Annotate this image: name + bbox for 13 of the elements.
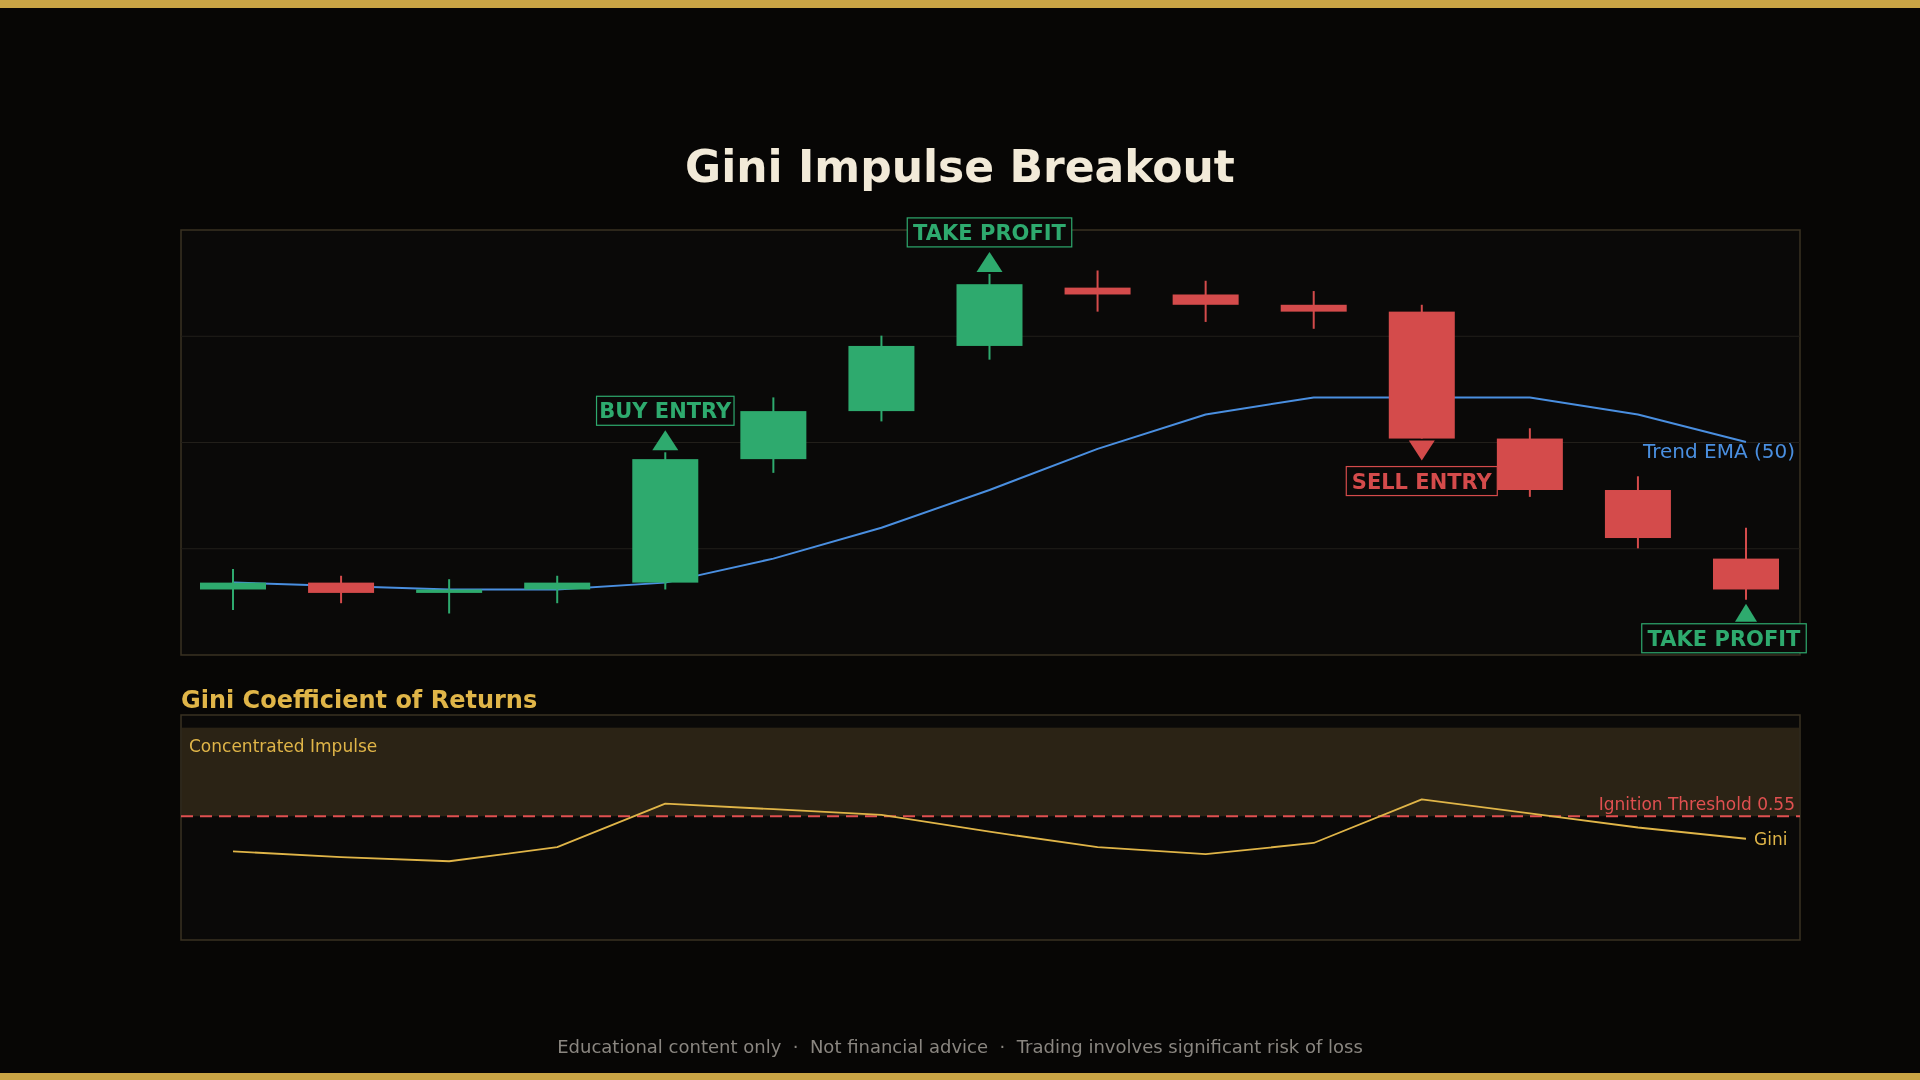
text: Educational content only · Not financial advice · Trading involves significant risk of loss <box>557 1036 1363 1057</box>
band-label: Concentrated Impulse <box>189 735 378 756</box>
candlestick <box>1280 290 1347 330</box>
text: TAKE PROFIT <box>1647 626 1802 651</box>
series-label: Gini <box>1754 828 1788 849</box>
series-label: Trend EMA (50) <box>1641 439 1795 463</box>
candlestick <box>416 578 483 615</box>
annotation: SELL ENTRY <box>1351 469 1493 494</box>
chart-title: Gini Coefficient of Returns <box>181 686 538 714</box>
annotation: BUY ENTRY <box>599 399 733 424</box>
chart-title: Gini Impulse Breakout <box>685 141 1235 192</box>
text: TAKE PROFIT <box>913 220 1067 245</box>
ref-line-label: Ignition Threshold 0.55 <box>1598 794 1795 815</box>
